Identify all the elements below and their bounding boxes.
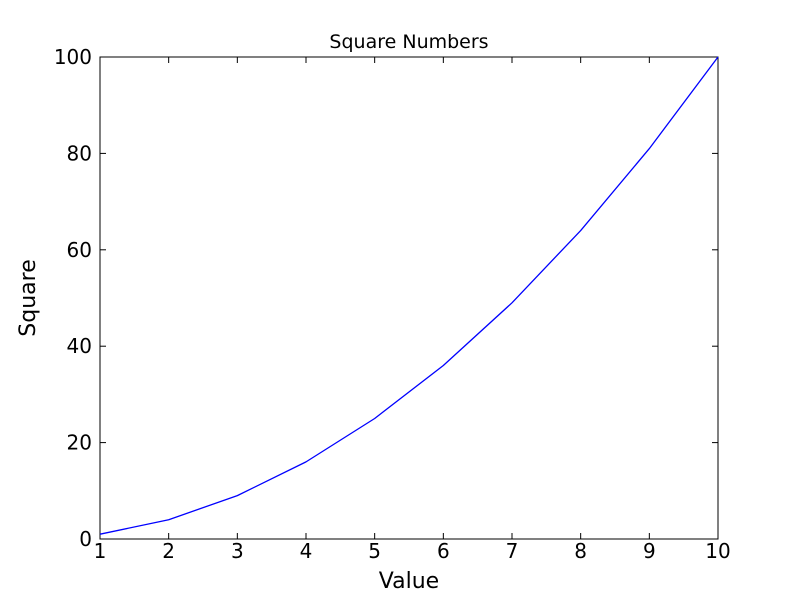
x-tick-label: 2 (162, 539, 175, 563)
x-tick-label: 8 (574, 539, 587, 563)
y-tick-label: 100 (54, 45, 92, 69)
y-tick-label: 80 (67, 141, 92, 165)
y-axis-label: Square (16, 259, 41, 336)
x-tick-label: 10 (705, 539, 730, 563)
x-tick-label: 9 (643, 539, 656, 563)
plot-border (99, 56, 719, 540)
chart-title: Square Numbers (329, 31, 488, 53)
y-tick-label: 60 (67, 238, 92, 262)
x-tick-label: 6 (437, 539, 450, 563)
y-tick-label: 40 (67, 334, 92, 358)
y-tick-label: 20 (67, 431, 92, 455)
x-tick-label: 3 (231, 539, 244, 563)
y-tick-label: 0 (79, 527, 92, 551)
x-tick-label: 7 (506, 539, 519, 563)
x-axis-label: Value (379, 569, 439, 594)
x-tick-label: 5 (368, 539, 381, 563)
x-tick-label: 4 (300, 539, 313, 563)
x-tick-label: 1 (94, 539, 107, 563)
series-line-squares (99, 56, 719, 535)
